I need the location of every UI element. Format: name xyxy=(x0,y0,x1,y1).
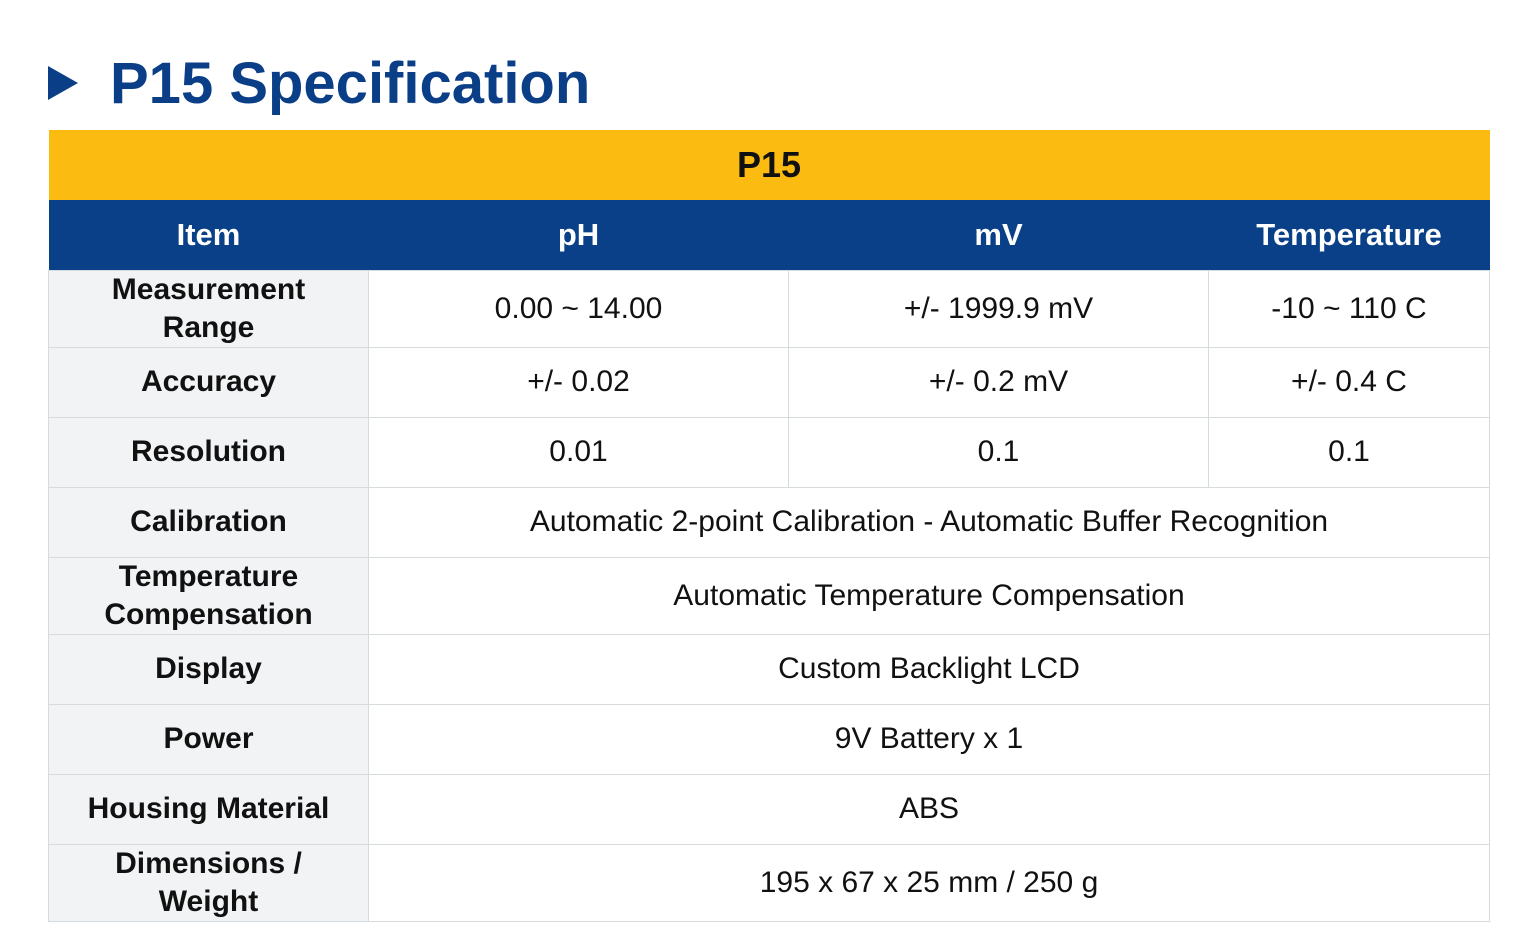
cell: +/- 0.02 xyxy=(368,346,789,418)
row-label: Resolution xyxy=(48,416,369,488)
header: P15 Specification xyxy=(48,48,590,118)
cell: 0.01 xyxy=(368,416,789,488)
spec-table: P15 Item pH mV Temperature Measurement Rang… xyxy=(48,130,1490,922)
row-label: Measurement Range xyxy=(48,269,369,348)
cell: 9V Battery x 1 xyxy=(368,703,1490,775)
column-header-row: Item pH mV Temperature xyxy=(48,200,1490,270)
page-title: P15 Specification xyxy=(110,50,591,116)
table-row: Temperature Compensation Automatic Temper… xyxy=(48,556,1490,635)
cell: +/- 0.4 C xyxy=(1208,346,1490,418)
table-row: Measurement Range 0.00 ~ 14.00 +/- 1999.9 … xyxy=(48,269,1490,348)
row-label: Power xyxy=(48,703,369,775)
row-label: Accuracy xyxy=(48,346,369,418)
table-row: Power 9V Battery x 1 xyxy=(48,703,1490,775)
table-row: Housing Material ABS xyxy=(48,773,1490,845)
column-header: Temperature xyxy=(1208,200,1490,270)
cell: +/- 1999.9 mV xyxy=(788,269,1209,348)
cell: ABS xyxy=(368,773,1490,845)
triangle-icon xyxy=(48,66,78,100)
table-row: Accuracy +/- 0.02 +/- 0.2 mV +/- 0.4 C xyxy=(48,346,1490,418)
table-title-row: P15 xyxy=(48,130,1490,200)
row-label: Dimensions / Weight xyxy=(48,843,369,922)
column-header: Item xyxy=(48,200,369,270)
table-title: P15 xyxy=(48,130,1490,200)
table-row: Dimensions / Weight 195 x 67 x 25 mm / 25… xyxy=(48,843,1490,922)
cell: 0.1 xyxy=(788,416,1209,488)
table-row: Display Custom Backlight LCD xyxy=(48,633,1490,705)
column-header: pH xyxy=(368,200,789,270)
row-label: Calibration xyxy=(48,486,369,558)
cell: Custom Backlight LCD xyxy=(368,633,1490,705)
cell: 0.1 xyxy=(1208,416,1490,488)
table-row: Calibration Automatic 2-point Calibration… xyxy=(48,486,1490,558)
table-body: Measurement Range 0.00 ~ 14.00 +/- 1999.9 … xyxy=(48,269,1490,922)
row-label: Temperature Compensation xyxy=(48,556,369,635)
column-header: mV xyxy=(788,200,1209,270)
cell: Automatic Temperature Compensation xyxy=(368,556,1490,635)
cell: -10 ~ 110 C xyxy=(1208,269,1490,348)
cell: Automatic 2-point Calibration - Automati… xyxy=(368,486,1490,558)
row-label: Housing Material xyxy=(48,773,369,845)
row-label: Display xyxy=(48,633,369,705)
cell: 195 x 67 x 25 mm / 250 g xyxy=(368,843,1490,922)
cell: +/- 0.2 mV xyxy=(788,346,1209,418)
cell: 0.00 ~ 14.00 xyxy=(368,269,789,348)
table-row: Resolution 0.01 0.1 0.1 xyxy=(48,416,1490,488)
